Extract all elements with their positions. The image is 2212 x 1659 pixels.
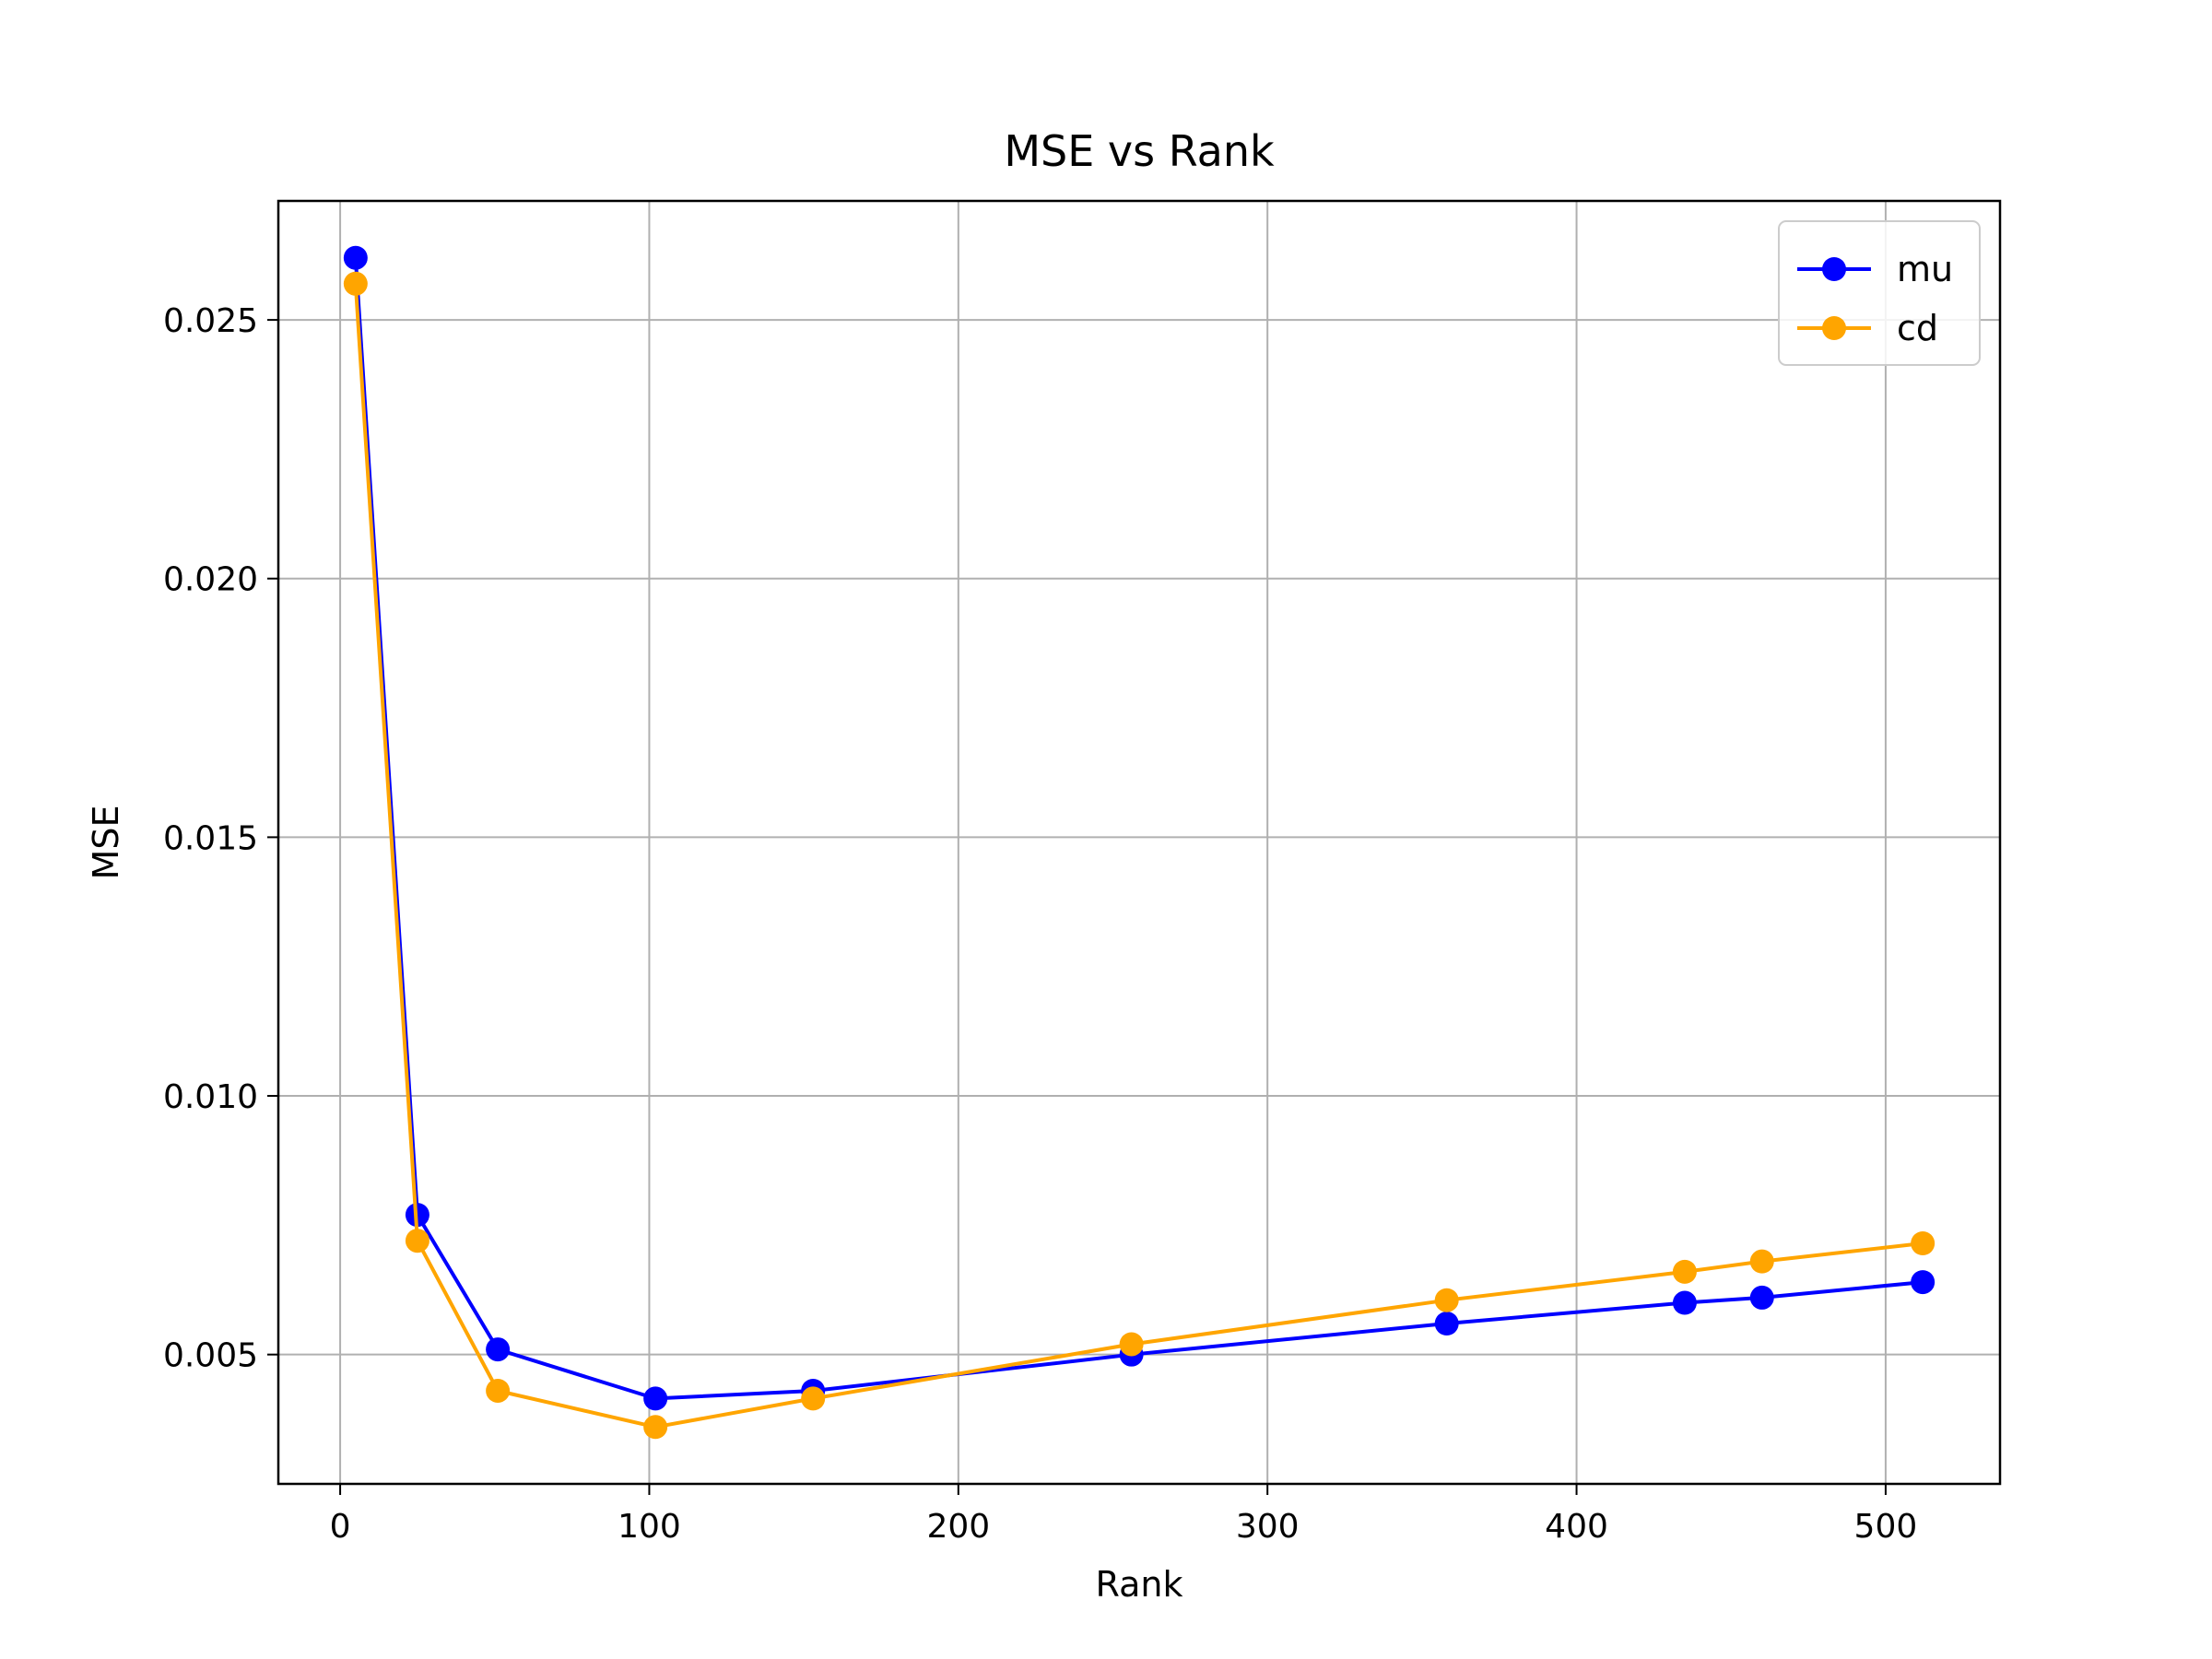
- ticks: 0 100 200 300 400 500 0.005 0.010 0.015 0.020 0.02…: [163, 302, 1917, 1546]
- data-point-cd: [343, 271, 368, 296]
- data-point-cd: [486, 1378, 511, 1403]
- data-point-cd: [801, 1386, 826, 1411]
- y-tick-label: 0.010: [163, 1078, 258, 1116]
- legend-marker-mu: [1822, 257, 1846, 281]
- data-point-mu: [1434, 1312, 1459, 1335]
- data-point-cd: [1119, 1332, 1144, 1357]
- data-point-mu: [1749, 1285, 1774, 1310]
- legend-box: [1778, 220, 1981, 366]
- data-point-cd: [405, 1229, 429, 1253]
- series: [343, 245, 1936, 1440]
- legend: mu cd: [1778, 220, 1981, 366]
- y-tick-label: 0.025: [163, 302, 258, 340]
- x-tick-label: 500: [1854, 1508, 1918, 1546]
- data-point-cd: [643, 1415, 668, 1440]
- data-point-cd: [1434, 1288, 1459, 1312]
- x-tick-label: 100: [618, 1508, 681, 1546]
- legend-marker-cd: [1822, 316, 1846, 340]
- plot-frame: [276, 199, 2002, 1486]
- data-point-mu: [1911, 1270, 1936, 1295]
- x-axis-title: Rank: [1096, 1564, 1183, 1605]
- data-point-mu: [1672, 1290, 1697, 1315]
- chart-title: MSE vs Rank: [1004, 126, 1275, 176]
- data-point-cd: [1749, 1249, 1774, 1274]
- y-axis-title: MSE: [86, 806, 126, 880]
- x-tick-label: 200: [926, 1508, 990, 1546]
- y-tick-label: 0.020: [163, 561, 258, 599]
- y-tick-label: 0.015: [163, 819, 258, 857]
- y-tick-label: 0.005: [163, 1337, 258, 1375]
- data-point-mu: [643, 1386, 668, 1411]
- data-point-cd: [1911, 1231, 1936, 1255]
- legend-label-mu: mu: [1897, 249, 1953, 289]
- x-tick-label: 0: [330, 1508, 351, 1546]
- data-point-mu: [343, 245, 368, 270]
- data-point-mu: [486, 1337, 511, 1362]
- series-line-cd: [353, 283, 1924, 1430]
- data-point-cd: [1672, 1259, 1697, 1284]
- legend-label-cd: cd: [1897, 308, 1938, 348]
- x-tick-label: 300: [1236, 1508, 1300, 1546]
- x-tick-label: 400: [1545, 1508, 1608, 1546]
- grid: [278, 201, 2000, 1484]
